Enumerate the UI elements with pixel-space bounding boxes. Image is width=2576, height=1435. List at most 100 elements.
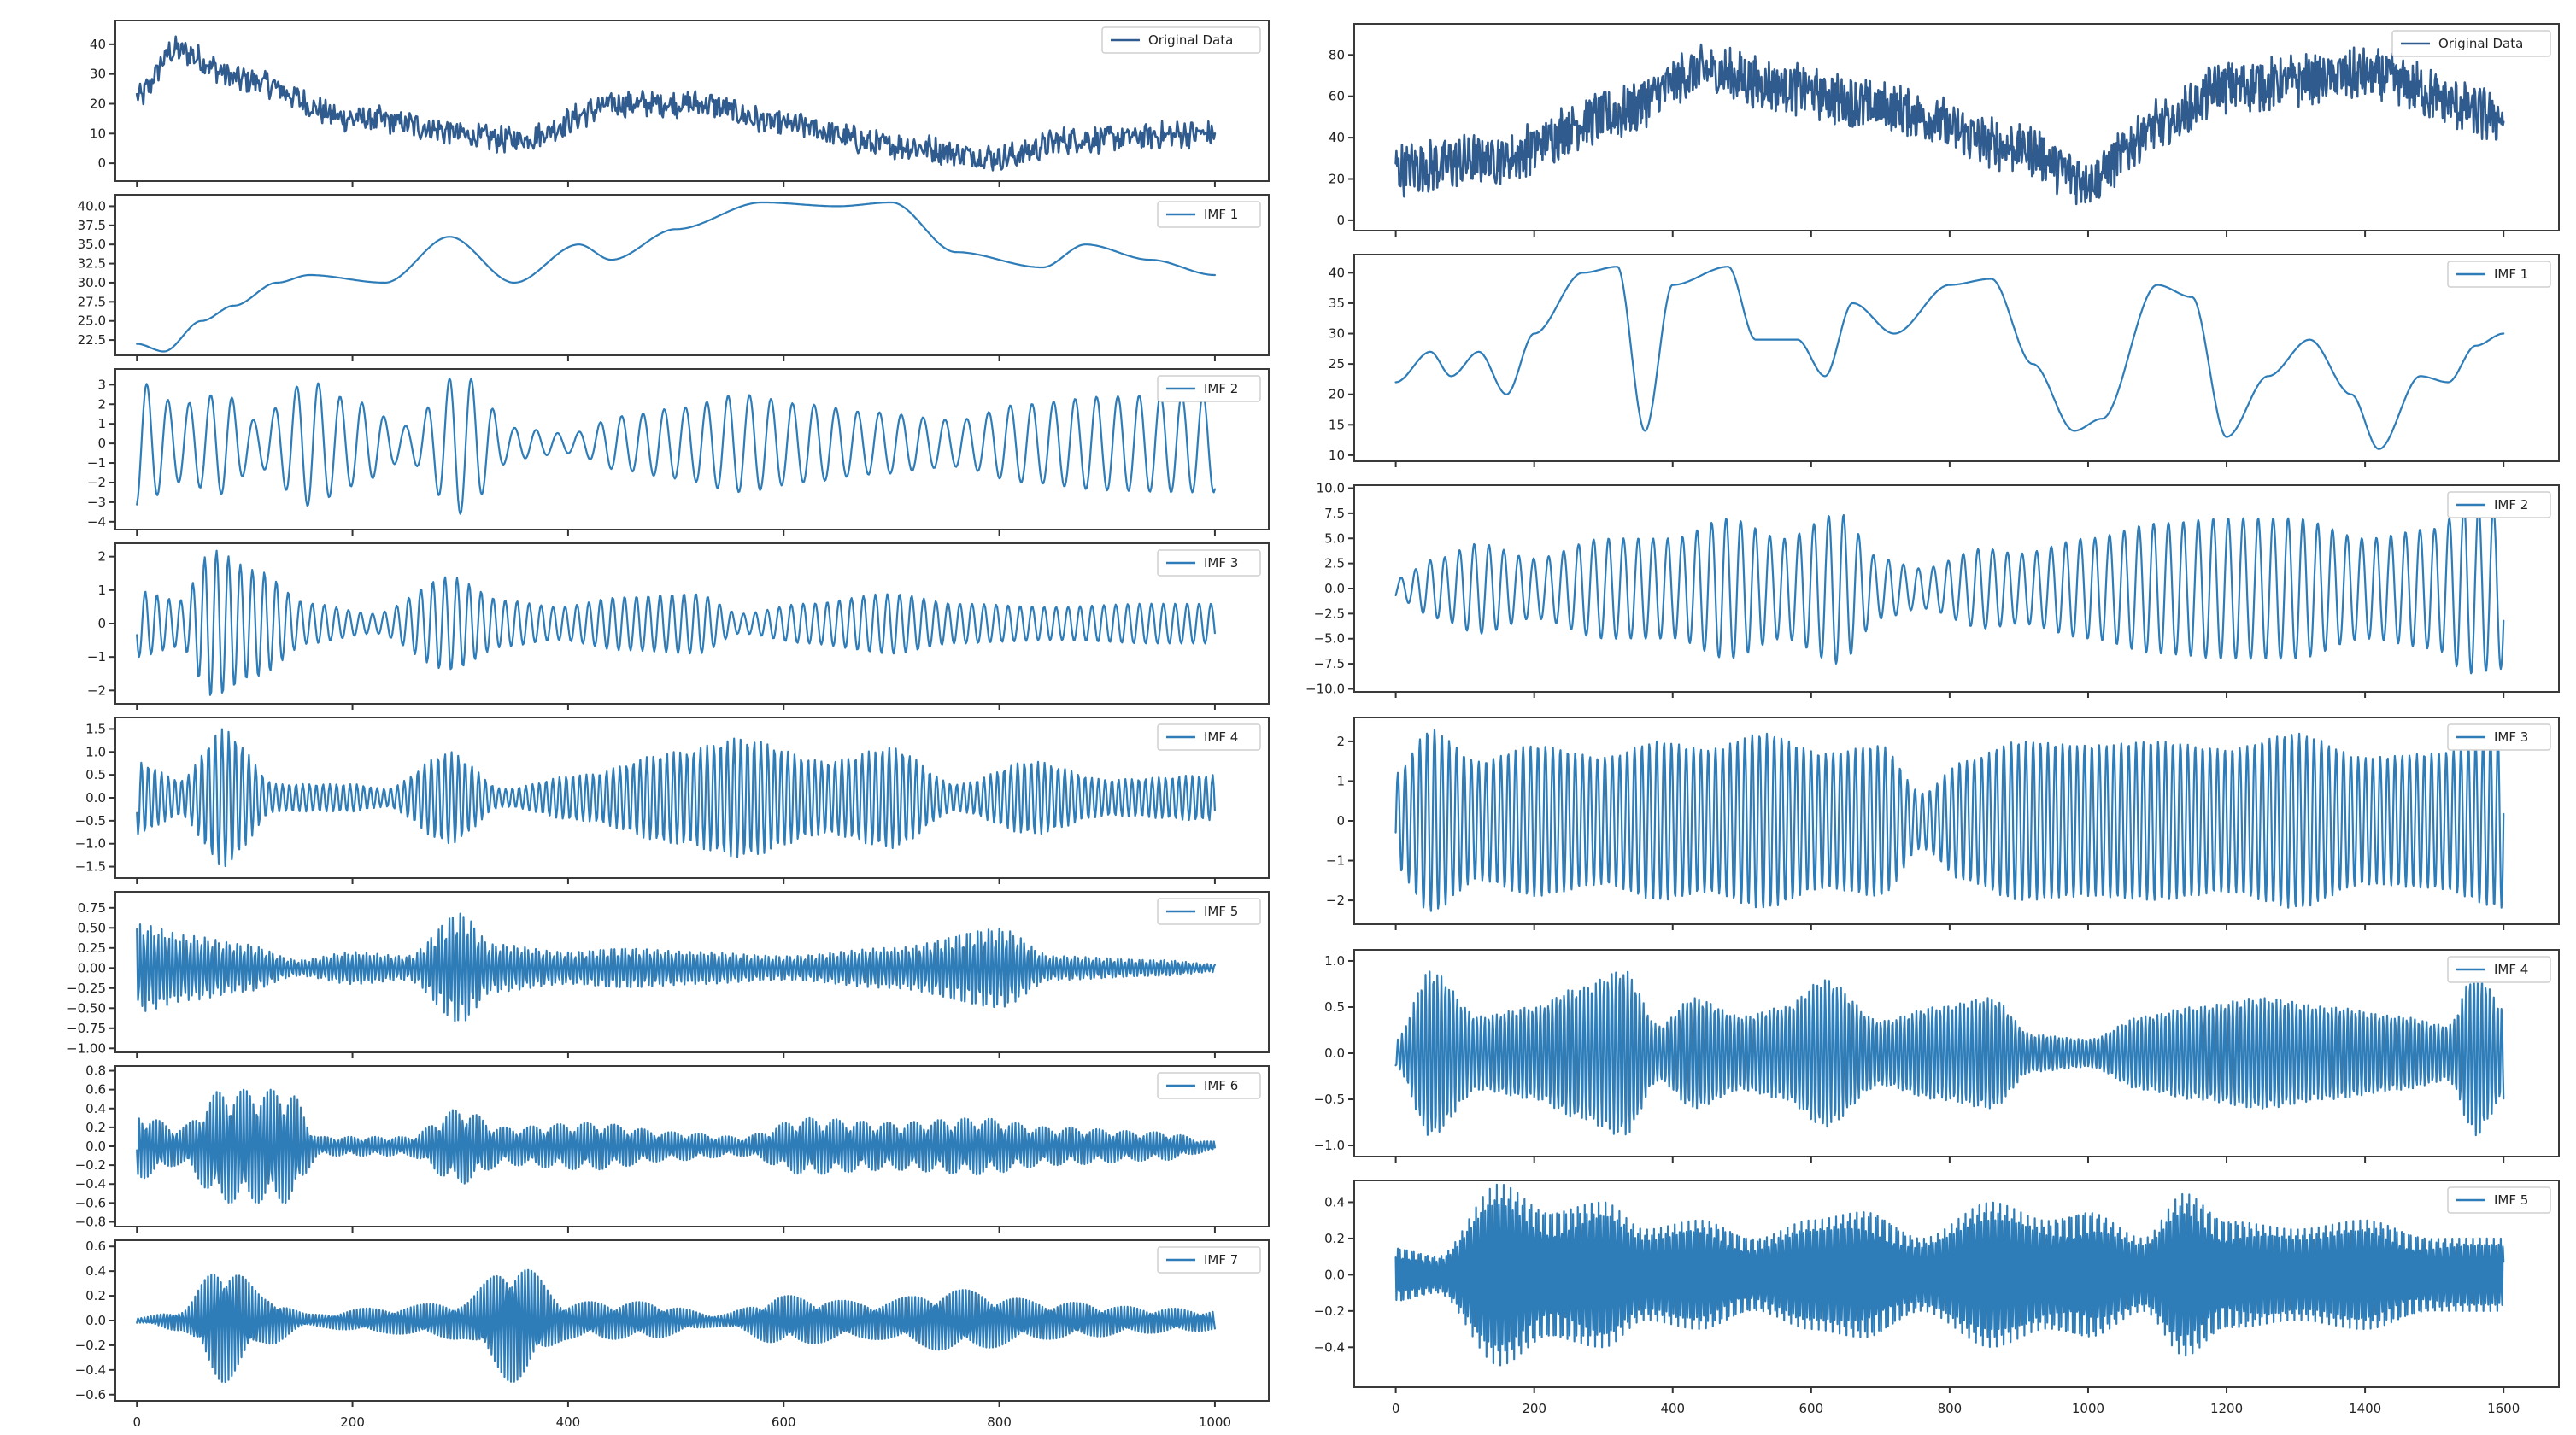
panel-left-0: 0 10 20 30 40 Original Data — [90, 20, 1270, 187]
legend — [1157, 1246, 1261, 1274]
x-tick-label: 200 — [340, 1414, 365, 1430]
x-tick-label: 1000 — [1199, 1414, 1231, 1430]
y-tick-label: 10 — [1329, 448, 1345, 463]
series-line — [136, 1088, 1216, 1204]
y-tick-label: 0.0 — [1324, 1046, 1345, 1061]
series-line — [136, 549, 1216, 696]
y-tick-label: −1.0 — [75, 836, 106, 852]
y-tick-label: 10.0 — [1317, 481, 1345, 496]
y-tick-label: 0.6 — [85, 1239, 106, 1254]
panel-left-6: −0.8 −0.6 −0.4 −0.2 0.0 0.2 0.4 0.6 0.8 IMF 6 — [75, 1063, 1270, 1233]
legend-label: IMF 3 — [1204, 555, 1238, 571]
y-tick-label: −0.4 — [1314, 1339, 1345, 1355]
y-tick-label: 1.0 — [1324, 953, 1345, 969]
legend — [2447, 723, 2551, 751]
legend-label: IMF 1 — [2494, 266, 2528, 282]
series-line — [136, 728, 1216, 868]
legend-label: IMF 2 — [1204, 381, 1238, 396]
series-line — [1394, 266, 2505, 450]
y-tick-label: −10.0 — [1306, 681, 1345, 696]
y-tick-label: 0.0 — [1324, 1267, 1345, 1282]
y-tick-label: −1 — [87, 649, 106, 665]
y-tick-label: 0.0 — [85, 1139, 106, 1154]
series-line — [1394, 43, 2505, 206]
y-tick-label: −0.75 — [67, 1021, 106, 1036]
legend — [1157, 898, 1261, 925]
legend — [1157, 201, 1261, 228]
x-tick-label: 800 — [987, 1414, 1012, 1430]
y-tick-label: −0.6 — [75, 1195, 106, 1210]
y-tick-label: −0.4 — [75, 1176, 106, 1192]
panel-right-8: 0 20 40 60 80 Original Data — [1329, 23, 2560, 237]
legend — [2447, 956, 2551, 983]
y-tick-label: 0.50 — [78, 920, 106, 935]
legend-label: IMF 2 — [2494, 497, 2528, 512]
y-tick-label: 40 — [1329, 265, 1345, 280]
panel-right-10: −10.0 −7.5 −5.0 −2.5 0.0 2.5 5.0 7.5 10.0 IMF 2 — [1306, 481, 2560, 698]
y-tick-label: 40 — [1329, 130, 1345, 145]
y-tick-label: 0.2 — [85, 1120, 106, 1135]
y-tick-label: 0.4 — [85, 1101, 106, 1116]
plot-frame — [114, 194, 1270, 356]
y-tick-label: 35.0 — [78, 237, 106, 252]
y-tick-label: 0.4 — [1324, 1194, 1345, 1210]
y-tick-label: −5.0 — [1314, 631, 1345, 647]
panel-left-4: −1.5 −1.0 −0.5 0.0 0.5 1.0 1.5 IMF 4 — [75, 717, 1270, 884]
y-tick-label: 2 — [97, 396, 106, 412]
x-tick-label: 400 — [556, 1414, 581, 1430]
y-tick-label: 0 — [97, 155, 106, 171]
y-tick-label: 40 — [90, 37, 106, 52]
series-line — [136, 912, 1216, 1022]
x-tick-label: 1600 — [2487, 1401, 2520, 1416]
y-tick-label: 30 — [90, 67, 106, 82]
x-tick-label: 1000 — [2072, 1401, 2104, 1416]
legend-label: IMF 6 — [1204, 1078, 1238, 1093]
y-tick-label: −7.5 — [1314, 656, 1345, 671]
y-tick-label: −2 — [87, 682, 106, 698]
plot-frame — [1353, 484, 2560, 693]
legend — [2447, 491, 2551, 518]
y-tick-label: 1 — [97, 583, 106, 598]
panel-right-13: −0.4 −0.2 0.0 0.2 0.4 0 200 400 600 800 1000 1200 14… — [1314, 1180, 2560, 1416]
panel-left-5: −1.00 −0.75 −0.50 −0.25 0.00 0.25 0.50 0.75 IMF … — [67, 891, 1270, 1058]
panel-right-11: −2 −1 0 1 2 IMF 3 — [1326, 717, 2560, 930]
panel-left-7: −0.6 −0.4 −0.2 0.0 0.2 0.4 0.6 0 200 400 600 800 100… — [75, 1239, 1270, 1430]
legend — [2447, 1186, 2551, 1214]
y-tick-label: 0.75 — [78, 900, 106, 916]
x-tick-label: 200 — [1522, 1401, 1546, 1416]
y-tick-label: 0.0 — [85, 1313, 106, 1328]
y-tick-label: 25 — [1329, 356, 1345, 372]
plot-frame — [114, 20, 1270, 182]
panel-right-12: −1.0 −0.5 0.0 0.5 1.0 IMF 4 — [1314, 949, 2560, 1163]
y-tick-label: −1.5 — [75, 859, 106, 875]
y-tick-label: 35 — [1329, 296, 1345, 311]
y-tick-label: 27.5 — [78, 294, 106, 309]
x-tick-label: 1200 — [2210, 1401, 2243, 1416]
series-line — [1394, 969, 2505, 1137]
y-tick-label: 0 — [97, 616, 106, 631]
x-tick-label: 0 — [1392, 1401, 1400, 1416]
y-tick-label: 5.0 — [1324, 530, 1345, 546]
y-tick-label: −0.8 — [75, 1214, 106, 1229]
y-tick-label: 0.2 — [1324, 1231, 1345, 1246]
legend-label: Original Data — [1148, 32, 1233, 48]
y-tick-label: −0.50 — [67, 1000, 106, 1016]
panel-left-1: 22.5 25.0 27.5 30.0 32.5 35.0 37.5 40.0 IMF 1 — [78, 194, 1270, 361]
y-tick-label: 20 — [1329, 387, 1345, 402]
y-tick-label: 0 — [1336, 813, 1345, 829]
y-tick-label: −0.6 — [75, 1387, 106, 1403]
legend-label: IMF 3 — [2494, 729, 2528, 745]
series-line — [136, 1268, 1216, 1384]
legend — [2391, 30, 2551, 57]
legend-label: IMF 1 — [1204, 207, 1238, 222]
y-tick-label: −2 — [1326, 893, 1345, 908]
y-tick-label: 0 — [97, 436, 106, 451]
legend — [2447, 261, 2551, 288]
y-tick-label: 25.0 — [78, 313, 106, 329]
y-tick-label: 0.0 — [85, 790, 106, 805]
y-tick-label: 22.5 — [78, 332, 106, 348]
y-tick-label: −0.2 — [75, 1338, 106, 1353]
y-tick-label: 0 — [1336, 213, 1345, 228]
series-line — [1394, 729, 2505, 912]
